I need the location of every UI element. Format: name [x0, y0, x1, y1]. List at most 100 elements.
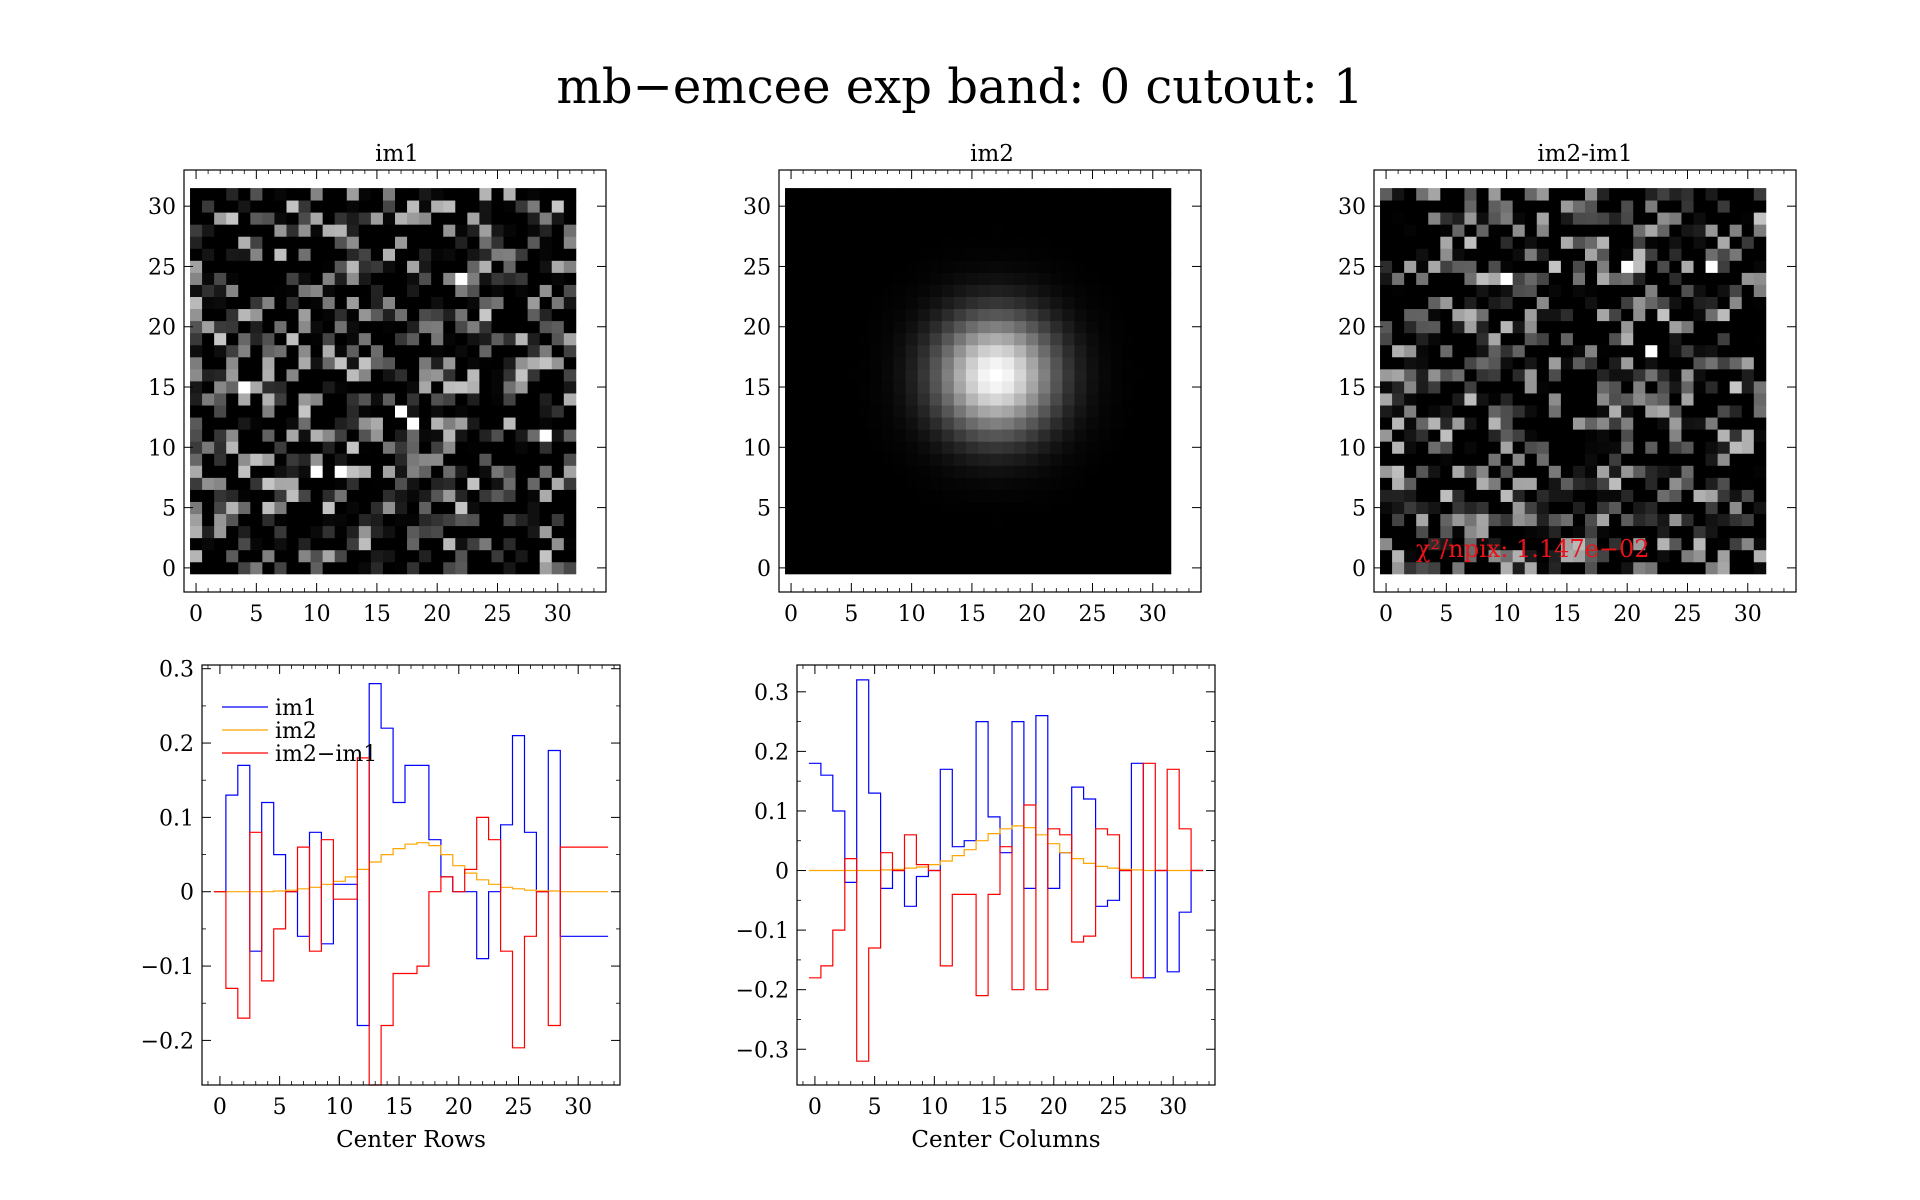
heatmap-pixel [551, 368, 565, 382]
heatmap-pixel [1597, 549, 1610, 563]
heatmap-pixel [1572, 441, 1586, 454]
heatmap-pixel [370, 188, 384, 201]
heatmap-pixel [809, 417, 822, 430]
heatmap-pixel [1002, 368, 1015, 382]
heatmap-pixel [1110, 429, 1124, 442]
heatmap-pixel [298, 296, 311, 310]
heatmap-pixel [395, 188, 408, 201]
heatmap-pixel [1476, 381, 1489, 394]
heatmap-pixel [929, 344, 943, 358]
heatmap-pixel [1705, 405, 1719, 418]
heatmap-pixel [539, 537, 553, 551]
heatmap-pixel [1158, 381, 1172, 394]
heatmap-pixel [310, 465, 324, 478]
heatmap-pixel [334, 381, 348, 394]
heatmap-pixel [214, 296, 227, 310]
heatmap-pixel [431, 188, 444, 201]
heatmap-pixel [1440, 513, 1453, 527]
heatmap-pixel [539, 441, 553, 454]
heatmap-pixel [238, 320, 251, 334]
heatmap-pixel [1536, 332, 1550, 346]
heatmap-pixel [797, 381, 810, 394]
heatmap-pixel [1729, 561, 1743, 575]
heatmap-pixel [1488, 477, 1501, 490]
heatmap-pixel [1098, 368, 1111, 382]
heatmap-pixel [1086, 537, 1099, 551]
heatmap-pixel [917, 236, 931, 249]
heatmap-pixel [1548, 188, 1562, 201]
heatmap-pixel [1633, 429, 1646, 442]
heatmap-pixel [821, 561, 834, 575]
heatmap-pixel [1464, 200, 1477, 213]
heatmap-pixel [1681, 525, 1694, 539]
heatmap-pixel [977, 320, 991, 334]
heatmap-pixel [1416, 453, 1429, 466]
heatmap-pixel [821, 260, 834, 273]
heatmap-pixel [1158, 417, 1172, 430]
heatmap-pixel [527, 417, 541, 430]
heatmap-pixel [990, 453, 1003, 466]
heatmap-pixel [1536, 188, 1550, 201]
heatmap-pixel [1705, 332, 1719, 346]
heatmap-pixel [1500, 513, 1514, 527]
x-tick-label: 30 [564, 1095, 592, 1120]
heatmap-pixel [539, 344, 553, 358]
heatmap-pixel [346, 537, 360, 551]
heatmap-pixel [262, 441, 275, 454]
heatmap-pixel [1428, 296, 1441, 310]
heatmap-pixel [953, 332, 967, 346]
heatmap-pixel [1633, 525, 1646, 539]
heatmap-pixel [419, 296, 432, 310]
heatmap-pixel [1657, 513, 1670, 527]
x-tick-label: 20 [1040, 1095, 1068, 1120]
heatmap-pixel [527, 200, 541, 213]
heatmap-pixel [845, 200, 858, 213]
heatmap-pixel [431, 561, 444, 575]
heatmap-pixel [310, 429, 324, 442]
heatmap-pixel [1038, 200, 1051, 213]
heatmap-pixel [809, 272, 822, 285]
heatmap-pixel [1440, 489, 1453, 502]
heatmap-pixel [298, 260, 311, 273]
heatmap-pixel [1476, 417, 1489, 430]
heatmap-pixel [1512, 501, 1526, 515]
heatmap-pixel [370, 537, 384, 551]
heatmap-pixel [1440, 549, 1453, 563]
heatmap-pixel [1560, 417, 1574, 430]
heatmap-pixel [1074, 453, 1087, 466]
heatmap-pixel [250, 188, 263, 201]
heatmap-pixel [1392, 561, 1405, 575]
heatmap-pixel [1062, 284, 1075, 297]
heatmap-pixel [358, 308, 372, 322]
heatmap-pixel [1158, 537, 1172, 551]
heatmap-pixel [539, 356, 553, 370]
heatmap-pixel [1512, 368, 1526, 382]
heatmap-pixel [1014, 320, 1027, 334]
heatmap-pixel [1452, 212, 1465, 225]
heatmap-pixel [1753, 272, 1767, 285]
heatmap-pixel [1428, 381, 1441, 394]
heatmap-pixel [382, 320, 396, 334]
heatmap-pixel [1705, 441, 1719, 454]
heatmap-pixel [1693, 453, 1706, 466]
heatmap-pixel [1440, 525, 1453, 539]
heatmap-pixel [1753, 260, 1767, 273]
heatmap-pixel [1681, 284, 1694, 297]
heatmap-pixel [1729, 489, 1743, 502]
plot-frame [778, 169, 1202, 593]
heatmap-pixel [563, 320, 577, 334]
heatmap-pixel [869, 441, 882, 454]
heatmap-pixel [1038, 525, 1051, 539]
heatmap-pixel [1753, 320, 1767, 334]
heatmap-pixel [1645, 260, 1658, 273]
heatmap-pixel [857, 272, 870, 285]
heatmap-pixel [1014, 308, 1027, 322]
heatmap-pixel [238, 308, 251, 322]
heatmap-pixel [1512, 224, 1526, 237]
heatmap-pixel [1729, 344, 1743, 358]
heatmap-pixel [1536, 489, 1550, 502]
heatmap-pixel [250, 453, 263, 466]
heatmap-pixel [1512, 453, 1526, 466]
heatmap-pixel [977, 212, 991, 225]
